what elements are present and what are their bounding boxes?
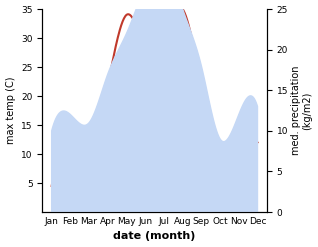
X-axis label: date (month): date (month) [114, 231, 196, 242]
Y-axis label: med. precipitation
(kg/m2): med. precipitation (kg/m2) [291, 66, 313, 155]
Y-axis label: max temp (C): max temp (C) [5, 77, 16, 144]
